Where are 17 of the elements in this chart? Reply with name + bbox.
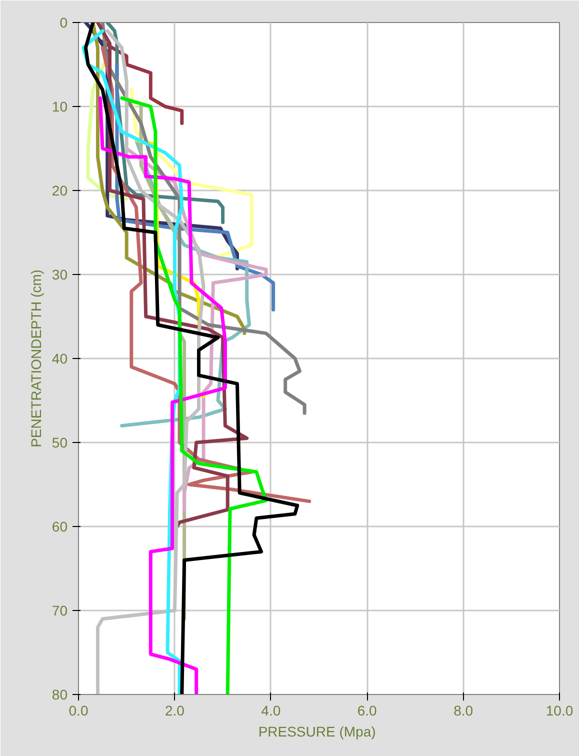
x-tick-label: 10.0 bbox=[546, 702, 574, 718]
y-tick-label: 30 bbox=[52, 266, 68, 282]
x-tick-label: 4.0 bbox=[261, 702, 281, 718]
y-tick-label: 10 bbox=[52, 98, 68, 114]
y-tick-label: 40 bbox=[52, 350, 68, 366]
y-tick-label: 80 bbox=[52, 686, 68, 702]
y-tick-label: 70 bbox=[52, 602, 68, 618]
x-tick-label: 2.0 bbox=[164, 702, 185, 718]
x-tick-label: 0.0 bbox=[68, 702, 88, 718]
x-tick-label: 6.0 bbox=[357, 702, 378, 718]
y-tick-label: 0 bbox=[60, 14, 68, 30]
x-axis-title: PRESSURE (Mpa) bbox=[258, 724, 376, 740]
x-tick-label: 8.0 bbox=[454, 702, 474, 718]
y-tick-label: 20 bbox=[52, 182, 68, 198]
y-tick-label: 50 bbox=[52, 434, 68, 450]
y-axis-title: PENETRATIONDEPTH (cm) bbox=[28, 270, 44, 448]
y-tick-label: 60 bbox=[52, 518, 68, 534]
